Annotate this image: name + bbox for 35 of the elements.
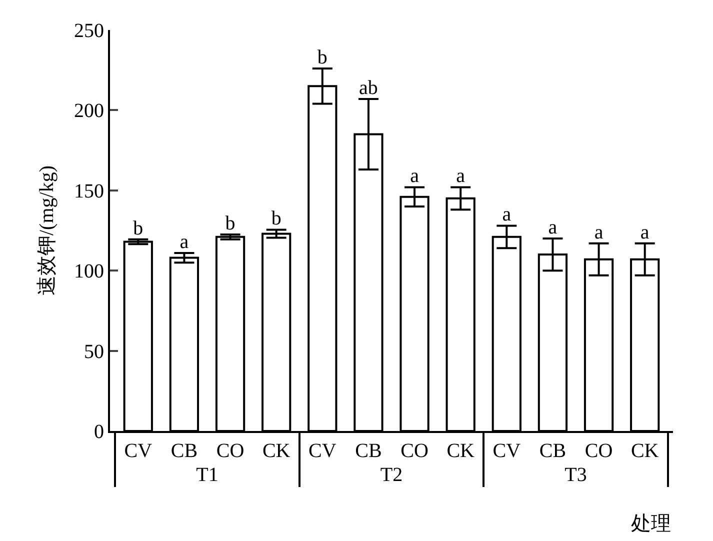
x-tick-label: CB: [539, 440, 566, 462]
x-tick-label: CV: [124, 440, 153, 462]
data-label: b: [225, 212, 236, 235]
y-tick-label: 200: [74, 100, 104, 122]
y-tick-label: 100: [74, 260, 104, 283]
data-label: ab: [359, 76, 378, 99]
text: T1: [196, 464, 218, 486]
x-tick-label: CK: [262, 440, 291, 462]
data-label: a: [410, 165, 420, 188]
x-tick-label: CO: [584, 440, 613, 462]
x-axis-title: 处理: [631, 513, 671, 535]
x-tick-label: CO: [400, 440, 428, 462]
x-tick-label: CO: [216, 440, 244, 462]
y-tick-label: 250: [74, 20, 104, 42]
x-tick-label: CV: [492, 440, 522, 462]
data-label: b: [133, 217, 144, 240]
data-label: a: [548, 216, 558, 239]
y-tick-label: 0: [94, 421, 104, 443]
x-tick-label: CK: [630, 440, 660, 462]
data-label: a: [180, 230, 189, 253]
data-label: b: [271, 208, 282, 230]
y-tick-label: 50: [84, 340, 104, 363]
data-label: a: [456, 165, 466, 188]
x-tick-label: CB: [355, 440, 382, 462]
x-tick-label: CK: [446, 440, 476, 462]
data-label: a: [594, 221, 604, 244]
data-label: a: [502, 204, 512, 226]
text: T2: [380, 464, 403, 486]
x-tick-label: CV: [308, 440, 337, 462]
x-tick-label: CB: [170, 440, 198, 462]
y-tick-label: 150: [74, 180, 104, 202]
y-axis-title: 速效钾/(mg/kg): [36, 166, 58, 296]
data-label: b: [317, 46, 328, 68]
text: T3: [564, 464, 587, 486]
data-label: a: [640, 221, 650, 244]
